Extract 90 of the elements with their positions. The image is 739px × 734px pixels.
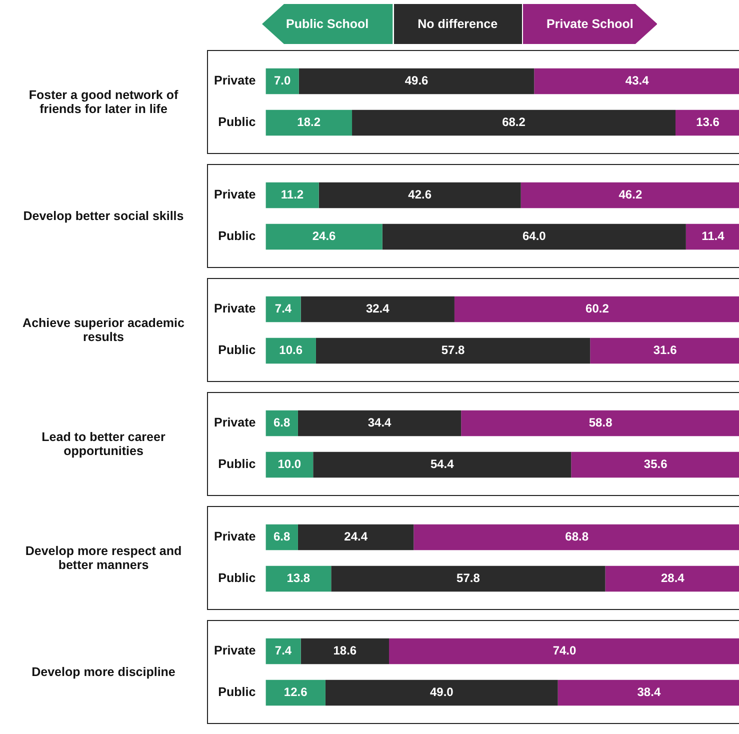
bar xyxy=(414,524,739,550)
data-label: 68.8 xyxy=(565,530,589,544)
bar xyxy=(534,68,739,94)
data-label: 54.4 xyxy=(430,457,454,472)
bar xyxy=(382,224,686,250)
data-label: 57.8 xyxy=(441,343,466,358)
bar xyxy=(298,68,534,94)
data-label: 11.2 xyxy=(280,188,304,202)
text: Private School xyxy=(522,4,658,44)
y-tick-label: Public xyxy=(218,115,256,130)
y-tick-label: Public xyxy=(218,457,256,472)
y-tick-label: Private xyxy=(214,530,256,544)
data-label: 18.2 xyxy=(297,115,321,130)
data-label: 28.4 xyxy=(660,571,685,586)
bar xyxy=(266,338,316,364)
bar xyxy=(590,338,739,364)
y-tick-label: Public xyxy=(218,571,256,586)
data-label: 31.6 xyxy=(653,343,678,358)
text: Develop more respect and better manners xyxy=(24,543,183,574)
data-label: 13.8 xyxy=(286,571,310,586)
data-label: 64.0 xyxy=(522,229,546,244)
data-label: 34.4 xyxy=(368,416,392,430)
data-label: 57.8 xyxy=(456,571,480,586)
bar xyxy=(298,524,414,550)
text: Public School xyxy=(262,4,393,44)
data-label: 11.4 xyxy=(702,229,725,244)
data-label: 74.0 xyxy=(552,644,577,658)
data-label: 42.6 xyxy=(408,188,432,202)
data-label: 60.2 xyxy=(586,302,610,316)
data-label: 35.6 xyxy=(644,457,668,472)
bar xyxy=(266,638,301,664)
text: Develop better social skills xyxy=(22,208,185,225)
data-label: 49.6 xyxy=(404,74,429,88)
data-label: 6.8 xyxy=(273,416,290,430)
data-label: 32.4 xyxy=(366,302,390,316)
data-label: 18.6 xyxy=(333,644,357,658)
data-label: 24.6 xyxy=(312,229,336,244)
data-label: 58.8 xyxy=(588,416,613,430)
bar xyxy=(389,638,739,664)
data-label: 24.4 xyxy=(344,530,368,544)
text: Achieve superior academic results xyxy=(22,315,186,346)
data-label: 10.0 xyxy=(278,457,302,472)
bar xyxy=(266,110,352,136)
text: Develop more discipline xyxy=(30,664,176,681)
bar xyxy=(313,452,572,478)
bar xyxy=(325,680,558,706)
y-tick-label: Private xyxy=(214,74,256,88)
data-label: 12.6 xyxy=(284,685,308,700)
bar xyxy=(558,680,739,706)
bar xyxy=(266,182,319,208)
y-tick-label: Private xyxy=(214,644,256,658)
data-label: 7.0 xyxy=(274,74,291,88)
bar xyxy=(266,680,326,706)
data-label: 46.2 xyxy=(618,188,642,202)
bar xyxy=(454,296,739,322)
data-label: 38.4 xyxy=(637,685,661,700)
y-tick-label: Private xyxy=(214,188,256,202)
bar xyxy=(352,110,676,136)
bar xyxy=(686,224,739,250)
bar xyxy=(300,638,390,664)
bar xyxy=(266,296,301,322)
bar xyxy=(266,224,382,250)
data-label: 49.0 xyxy=(430,685,454,700)
y-tick-label: Private xyxy=(214,416,256,430)
text: No difference xyxy=(394,4,522,44)
bar xyxy=(316,338,590,364)
bar xyxy=(675,110,739,136)
text: Lead to better career opportunities xyxy=(40,429,166,460)
data-label: 10.6 xyxy=(279,343,303,358)
bar xyxy=(318,182,521,208)
bar xyxy=(605,566,739,592)
bar xyxy=(571,452,739,478)
bar xyxy=(298,410,462,436)
data-label: 6.8 xyxy=(273,530,290,544)
bar xyxy=(266,566,332,592)
bar xyxy=(331,566,606,592)
data-label: 43.4 xyxy=(625,74,650,88)
data-label: 7.4 xyxy=(274,644,292,658)
y-tick-label: Private xyxy=(214,302,256,316)
bar xyxy=(300,296,454,322)
text: Foster a good network of friends for later in life xyxy=(28,87,180,118)
y-tick-label: Public xyxy=(218,343,256,358)
y-tick-label: Public xyxy=(218,229,256,244)
y-tick-label: Public xyxy=(218,685,256,700)
bar xyxy=(461,410,739,436)
bar xyxy=(266,68,299,94)
data-label: 7.4 xyxy=(274,302,292,316)
data-label: 68.2 xyxy=(502,115,526,130)
data-label: 13.6 xyxy=(696,115,720,130)
bar xyxy=(520,182,739,208)
